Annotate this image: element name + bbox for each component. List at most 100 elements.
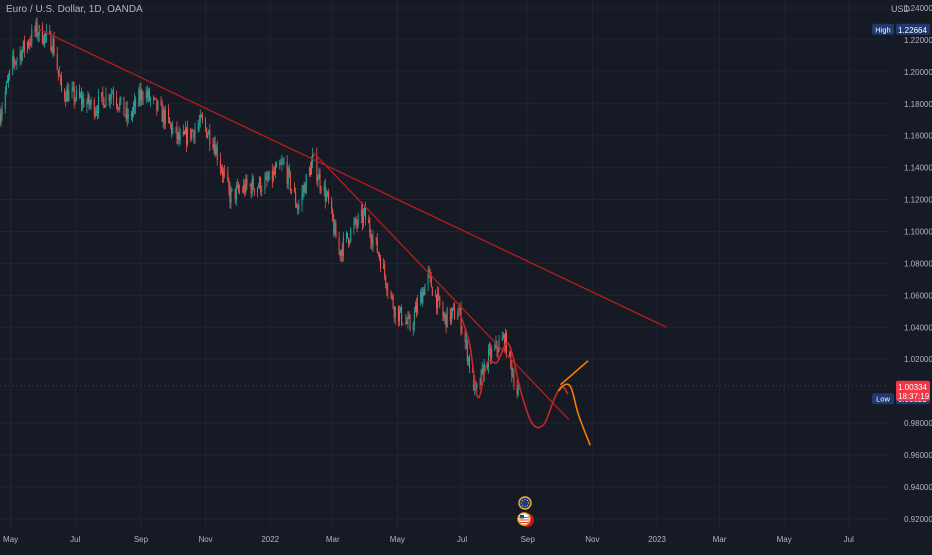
projection-stroke-orange[interactable] [560, 360, 589, 386]
candle-body [481, 368, 483, 370]
candle-body [490, 348, 492, 359]
candle-body [357, 215, 359, 226]
candle-body [192, 130, 194, 132]
candle-body [52, 38, 54, 52]
candle-body [16, 59, 18, 63]
candle-body [37, 35, 39, 36]
candle-body [362, 212, 364, 223]
candle-body [142, 98, 144, 100]
price-axis[interactable] [888, 0, 932, 550]
candle-body [496, 341, 498, 350]
candle-body [60, 77, 62, 90]
flag-us-icon[interactable] [517, 512, 531, 526]
candle-body [288, 168, 290, 173]
candle-body [110, 93, 112, 98]
candle-body [370, 233, 372, 242]
candle-body [29, 42, 31, 46]
candle-body [308, 167, 310, 175]
candle-body [428, 270, 430, 273]
flag-eu-icon[interactable] [518, 496, 532, 510]
symbol-title: Euro / U.S. Dollar, 1D, OANDA [6, 4, 143, 15]
candle-body [41, 25, 43, 44]
x-tick-label: Sep [134, 535, 149, 544]
candle-body [120, 96, 122, 102]
candle-body [405, 321, 407, 325]
candle-body [116, 98, 118, 106]
candle-body [145, 92, 147, 99]
candle-body [280, 164, 282, 165]
candle-body [249, 184, 251, 186]
candle-body [473, 372, 475, 391]
projection-path-orange[interactable] [557, 383, 591, 446]
candle-body [78, 90, 80, 97]
flag-eu-star [521, 499, 524, 502]
candle-body [139, 90, 141, 101]
candle-body [365, 207, 367, 220]
candle-body [397, 306, 399, 322]
candle-body [511, 362, 513, 376]
candle-body [333, 220, 335, 235]
y-tick-label: 1.24000 [904, 4, 932, 13]
flag-eu-star [527, 502, 530, 504]
candle-body [162, 109, 164, 122]
candle-body [126, 107, 128, 120]
trendline-2[interactable] [312, 151, 570, 421]
candle-body [348, 238, 350, 244]
candle-body [465, 341, 467, 343]
candle-body [289, 172, 291, 191]
candle-body [154, 97, 156, 99]
candle-body [393, 308, 395, 318]
candle-body [356, 223, 358, 226]
candle-body [417, 301, 419, 313]
y-tick-label: 0.96000 [904, 451, 932, 460]
candle-body [57, 69, 59, 74]
candle-body [341, 249, 343, 256]
candle-body [193, 130, 195, 139]
candle-body [171, 124, 173, 134]
time-axis[interactable] [0, 530, 888, 550]
candle-body [31, 29, 33, 44]
x-tick-label: May [390, 535, 405, 544]
projection-path-red[interactable] [457, 307, 569, 429]
candle-body [294, 188, 296, 193]
candle-body [49, 30, 51, 33]
y-tick-label: 1.20000 [904, 68, 932, 77]
candle-body [256, 187, 258, 193]
candle-body [200, 115, 202, 118]
candle-body [194, 129, 196, 139]
candle-body [504, 333, 506, 348]
candle-body [198, 122, 200, 126]
candle-body [401, 307, 403, 324]
candle-body [175, 127, 177, 129]
candle-body [135, 100, 137, 107]
candle-body [253, 188, 255, 193]
candle-body [182, 131, 184, 136]
candle-body [513, 375, 515, 387]
candle-body [283, 161, 285, 163]
candle-body [50, 32, 52, 51]
candle-body [227, 172, 229, 181]
candle-body [467, 357, 469, 362]
candle-body [446, 308, 448, 328]
trendline-1[interactable] [37, 28, 667, 328]
candle-body [184, 128, 186, 135]
candle-body [123, 96, 125, 116]
candle-body [125, 107, 127, 116]
candle-body [23, 40, 25, 51]
candle-body [118, 107, 120, 109]
flag-eu-star [520, 502, 523, 504]
candle-body [354, 219, 356, 223]
candle-body [176, 127, 178, 139]
candle-body [216, 146, 218, 160]
candle-body [161, 104, 163, 122]
candle-body [172, 127, 174, 134]
candle-body [191, 130, 193, 139]
candle-body [368, 219, 370, 224]
candle-body [501, 337, 503, 342]
candle-body [88, 94, 90, 105]
y-tick-label: 1.22000 [904, 36, 932, 45]
candle-body [213, 144, 215, 148]
